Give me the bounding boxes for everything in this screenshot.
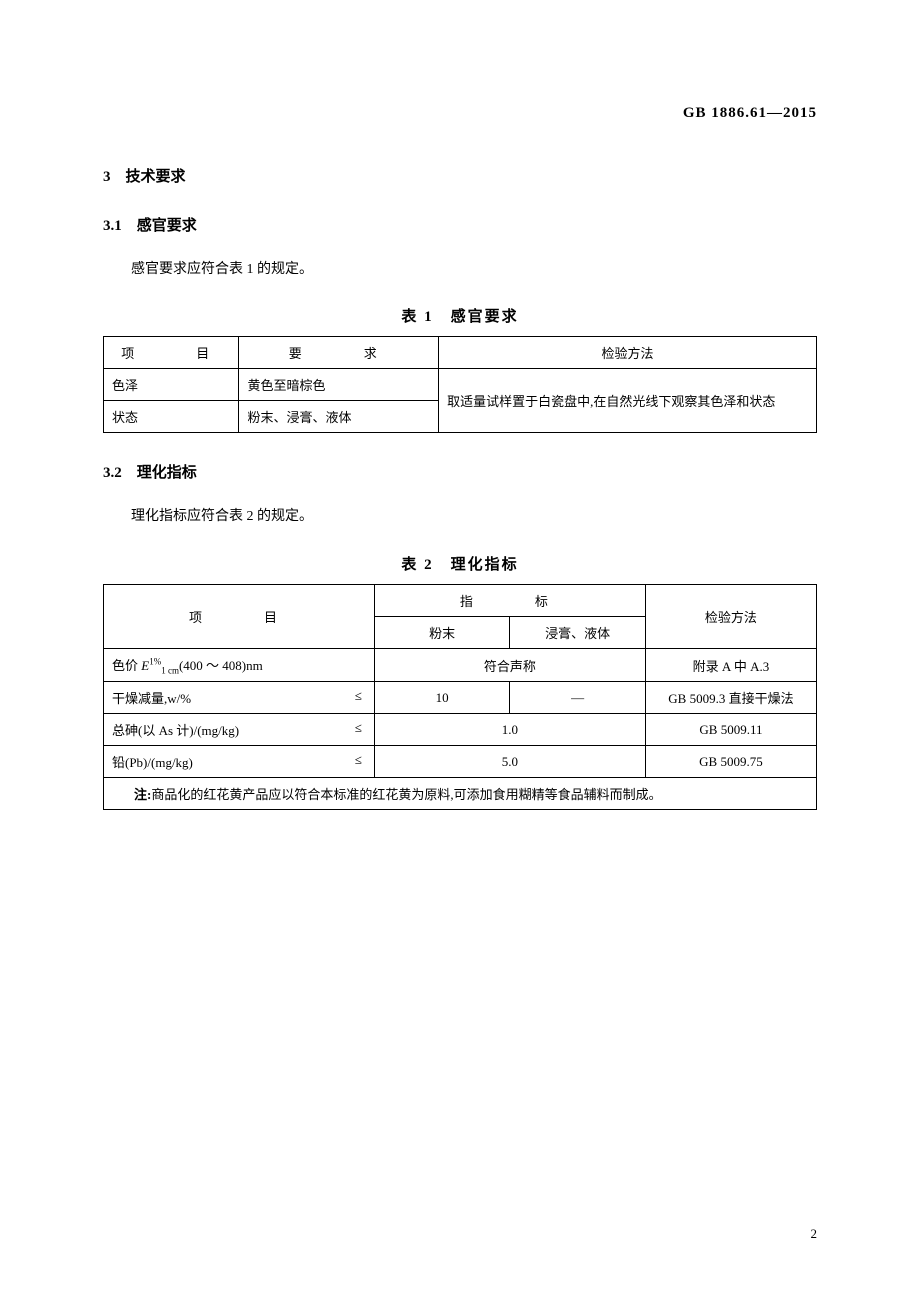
section-3-number: 3 (103, 169, 111, 185)
section-32-heading: 3.2 理化指标 (103, 461, 817, 482)
table-2-col-item: 项 目 (104, 584, 375, 648)
standard-code: GB 1886.61—2015 (683, 105, 817, 122)
section-31-number: 3.1 (103, 218, 122, 234)
table-row: 干燥减量,w/% ≤ 10 — GB 5009.3 直接干燥法 (104, 682, 817, 714)
table-1-col-item: 项 目 (104, 337, 239, 369)
table-2-r2-method: GB 5009.11 (645, 714, 816, 746)
section-32-title: 理化指标 (137, 465, 197, 481)
table-2-r3-item-text: 铅(Pb)/(mg/kg) (112, 755, 193, 770)
table-2-r1-method: GB 5009.3 直接干燥法 (645, 682, 816, 714)
note-text: 商品化的红花黄产品应以符合本标准的红花黄为原料,可添加食用糊精等食品辅料而制成。 (151, 787, 661, 802)
table-2-r2-item: 总砷(以 As 计)/(mg/kg) ≤ (104, 714, 375, 746)
table-row: 注:商品化的红花黄产品应以符合本标准的红花黄为原料,可添加食用糊精等食品辅料而制… (104, 778, 817, 810)
table-row: 项 目 指 标 检验方法 (104, 584, 817, 616)
table-2-caption: 表 2 理化指标 (103, 553, 817, 574)
section-3-title: 技术要求 (126, 169, 186, 185)
table-2-r1-paste: — (510, 682, 645, 714)
table-1-r1-item: 状态 (104, 401, 239, 433)
table-2-r3-item: 铅(Pb)/(mg/kg) ≤ (104, 746, 375, 778)
table-2-r0-method: 附录 A 中 A.3 (645, 648, 816, 682)
table-2-col-paste: 浸膏、液体 (510, 616, 645, 648)
table-1-caption: 表 1 感官要求 (103, 305, 817, 326)
table-2-col-powder: 粉末 (374, 616, 509, 648)
table-2-note: 注:商品化的红花黄产品应以符合本标准的红花黄为原料,可添加食用糊精等食品辅料而制… (104, 778, 817, 810)
table-2-r0-item: 色价 E1%1 cm(400 ～ 408)nm (104, 648, 375, 682)
section-3-heading: 3 技术要求 (103, 165, 817, 186)
table-2-r2-item-text: 总砷(以 As 计)/(mg/kg) (112, 723, 239, 738)
table-2-r1-powder: 10 (374, 682, 509, 714)
table-1: 项 目 要 求 检验方法 色泽 黄色至暗棕色 取适量试样置于白瓷盘中,在自然光线… (103, 336, 817, 433)
table-1-r1-req: 粉末、浸膏、液体 (239, 401, 439, 433)
table-2-r3-method: GB 5009.75 (645, 746, 816, 778)
section-31-heading: 3.1 感官要求 (103, 214, 817, 235)
section-31-body: 感官要求应符合表 1 的规定。 (103, 259, 817, 281)
table-2-col-index: 指 标 (374, 584, 645, 616)
table-row: 铅(Pb)/(mg/kg) ≤ 5.0 GB 5009.75 (104, 746, 817, 778)
table-1-method: 取适量试样置于白瓷盘中,在自然光线下观察其色泽和状态 (439, 369, 817, 433)
leq-symbol: ≤ (355, 720, 362, 736)
table-2-r0-val: 符合声称 (374, 648, 645, 682)
table-row: 色泽 黄色至暗棕色 取适量试样置于白瓷盘中,在自然光线下观察其色泽和状态 (104, 369, 817, 401)
note-label: 注: (134, 787, 151, 802)
page-number: 2 (811, 1226, 818, 1242)
section-32-body: 理化指标应符合表 2 的规定。 (103, 506, 817, 528)
table-1-col-requirement: 要 求 (239, 337, 439, 369)
section-31-title: 感官要求 (137, 218, 197, 234)
table-2-col-method: 检验方法 (645, 584, 816, 648)
leq-symbol: ≤ (355, 688, 362, 704)
table-row: 总砷(以 As 计)/(mg/kg) ≤ 1.0 GB 5009.11 (104, 714, 817, 746)
table-row: 项 目 要 求 检验方法 (104, 337, 817, 369)
table-2-r3-val: 5.0 (374, 746, 645, 778)
table-2-r1-item: 干燥减量,w/% ≤ (104, 682, 375, 714)
document-page: GB 1886.61—2015 3 技术要求 3.1 感官要求 感官要求应符合表… (0, 0, 920, 888)
table-2-r1-item-text: 干燥减量,w/% (112, 691, 191, 706)
table-2: 项 目 指 标 检验方法 粉末 浸膏、液体 色价 E1%1 cm(400 ～ 4… (103, 584, 817, 811)
table-row: 色价 E1%1 cm(400 ～ 408)nm 符合声称 附录 A 中 A.3 (104, 648, 817, 682)
table-1-col-method: 检验方法 (439, 337, 817, 369)
table-2-r2-val: 1.0 (374, 714, 645, 746)
table-1-r0-req: 黄色至暗棕色 (239, 369, 439, 401)
leq-symbol: ≤ (355, 752, 362, 768)
table-1-r0-item: 色泽 (104, 369, 239, 401)
section-32-number: 3.2 (103, 465, 122, 481)
